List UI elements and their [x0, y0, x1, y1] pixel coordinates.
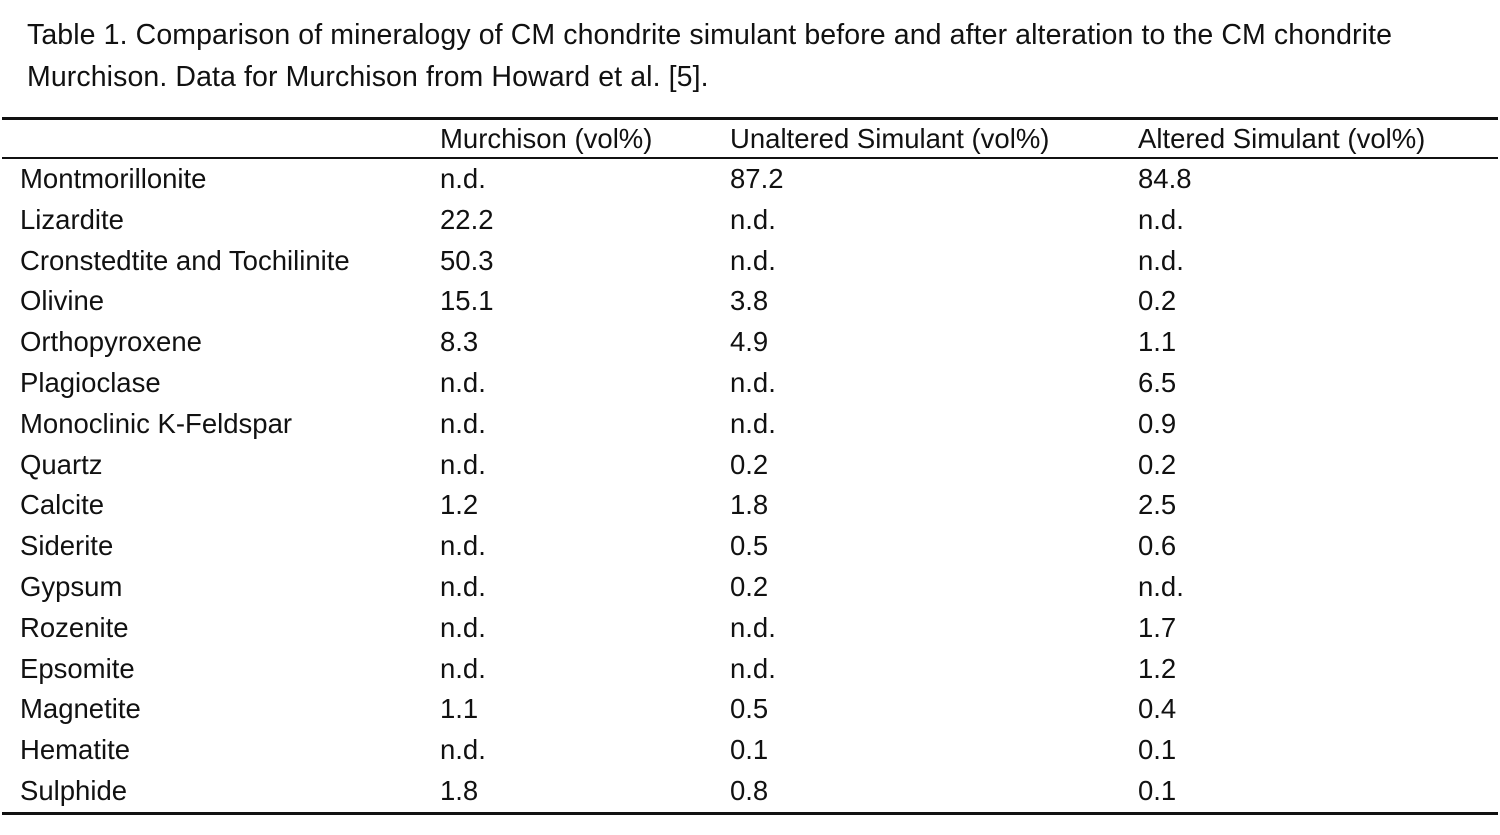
unaltered-value-cell: n.d. — [730, 611, 776, 643]
altered-value-cell: n.d. — [1138, 244, 1184, 276]
altered-value-cell: 2.5 — [1138, 489, 1177, 521]
unaltered-value-cell: 0.2 — [730, 448, 769, 480]
mineral-name-cell: Quartz — [20, 448, 103, 480]
table-row: Plagioclase n.d. n.d. 6.5 — [0, 363, 1500, 404]
murchison-value-cell: n.d. — [440, 366, 486, 398]
table-header-rule — [2, 157, 1498, 159]
murchison-value-cell: 1.1 — [440, 693, 479, 725]
table-row: Olivine 15.1 3.8 0.2 — [0, 281, 1500, 322]
header-cell-unaltered: Unaltered Simulant (vol%) — [730, 123, 1050, 154]
table-caption: Table 1. Comparison of mineralogy of CM … — [27, 19, 1393, 93]
altered-value-cell: 0.9 — [1138, 407, 1177, 439]
unaltered-value-cell: 0.1 — [730, 734, 769, 766]
table-row: Monoclinic K-Feldspar n.d. n.d. 0.9 — [0, 404, 1500, 445]
mineral-name-cell: Montmorillonite — [20, 163, 207, 194]
murchison-value-cell: 22.2 — [440, 203, 494, 235]
murchison-value-cell: n.d. — [440, 652, 486, 684]
murchison-value-cell: n.d. — [440, 530, 486, 562]
murchison-value-cell: 1.8 — [440, 774, 479, 806]
table-row: Epsomite n.d. n.d. 1.2 — [0, 649, 1500, 690]
unaltered-value-cell: 0.2 — [730, 570, 769, 602]
unaltered-value-cell: 4.9 — [730, 326, 769, 358]
table-row: Siderite n.d. 0.5 0.6 — [0, 526, 1500, 567]
unaltered-value-cell: 0.8 — [730, 774, 769, 806]
altered-value-cell: 1.7 — [1138, 611, 1177, 643]
table-header-row: Murchison (vol%) Unaltered Simulant (vol… — [0, 121, 1500, 157]
murchison-value-cell: n.d. — [440, 163, 486, 194]
murchison-value-cell: n.d. — [440, 407, 486, 439]
altered-value-cell: 84.8 — [1138, 163, 1192, 194]
table-row: Cronstedtite and Tochilinite 50.3 n.d. n… — [0, 241, 1500, 282]
table-row: Rozenite n.d. n.d. 1.7 — [0, 608, 1500, 649]
altered-value-cell: 6.5 — [1138, 366, 1177, 398]
murchison-value-cell: n.d. — [440, 611, 486, 643]
header-cell-altered: Altered Simulant (vol%) — [1138, 123, 1426, 154]
murchison-value-cell: n.d. — [440, 734, 486, 766]
altered-value-cell: n.d. — [1138, 203, 1184, 235]
table-body: Montmorillonite n.d. 87.2 84.8 Lizardite… — [0, 159, 1500, 812]
unaltered-value-cell: n.d. — [730, 652, 776, 684]
murchison-value-cell: 1.2 — [440, 489, 479, 521]
mineral-name-cell: Gypsum — [20, 570, 123, 602]
unaltered-value-cell: n.d. — [730, 244, 776, 276]
mineral-name-cell: Lizardite — [20, 203, 124, 235]
mineral-name-cell: Plagioclase — [20, 366, 161, 398]
altered-value-cell: 0.2 — [1138, 285, 1177, 317]
altered-value-cell: 1.2 — [1138, 652, 1177, 684]
mineral-name-cell: Calcite — [20, 489, 105, 521]
mineral-name-cell: Olivine — [20, 285, 105, 317]
table-row: Sulphide 1.8 0.8 0.1 — [0, 771, 1500, 812]
unaltered-value-cell: n.d. — [730, 366, 776, 398]
altered-value-cell: n.d. — [1138, 570, 1184, 602]
mineral-name-cell: Cronstedtite and Tochilinite — [20, 244, 350, 276]
altered-value-cell: 0.1 — [1138, 774, 1177, 806]
mineral-name-cell: Siderite — [20, 530, 114, 562]
table-row: Orthopyroxene 8.3 4.9 1.1 — [0, 322, 1500, 363]
altered-value-cell: 0.6 — [1138, 530, 1177, 562]
mineral-name-cell: Sulphide — [20, 774, 128, 806]
mineral-name-cell: Epsomite — [20, 652, 135, 684]
mineral-name-cell: Hematite — [20, 734, 131, 766]
table-row: Lizardite 22.2 n.d. n.d. — [0, 200, 1500, 241]
unaltered-value-cell: 3.8 — [730, 285, 769, 317]
unaltered-value-cell: 87.2 — [730, 163, 784, 194]
murchison-value-cell: 50.3 — [440, 244, 494, 276]
altered-value-cell: 0.1 — [1138, 734, 1177, 766]
mineral-name-cell: Magnetite — [20, 693, 141, 725]
table-row: Calcite 1.2 1.8 2.5 — [0, 485, 1500, 526]
header-cell-murchison: Murchison (vol%) — [440, 123, 653, 154]
mineral-name-cell: Rozenite — [20, 611, 129, 643]
mineral-name-cell: Orthopyroxene — [20, 326, 202, 358]
unaltered-value-cell: 0.5 — [730, 693, 769, 725]
murchison-value-cell: n.d. — [440, 570, 486, 602]
altered-value-cell: 0.2 — [1138, 448, 1177, 480]
unaltered-value-cell: 1.8 — [730, 489, 769, 521]
mineral-name-cell: Monoclinic K-Feldspar — [20, 407, 293, 439]
table-row: Gypsum n.d. 0.2 n.d. — [0, 567, 1500, 608]
altered-value-cell: 1.1 — [1138, 326, 1177, 358]
altered-value-cell: 0.4 — [1138, 693, 1177, 725]
table-bottom-rule — [2, 812, 1498, 815]
table-row: Quartz n.d. 0.2 0.2 — [0, 445, 1500, 486]
murchison-value-cell: 15.1 — [440, 285, 494, 317]
murchison-value-cell: n.d. — [440, 448, 486, 480]
table-row: Hematite n.d. 0.1 0.1 — [0, 730, 1500, 771]
table-row: Montmorillonite n.d. 87.2 84.8 — [0, 159, 1500, 200]
table-top-rule — [2, 117, 1498, 120]
unaltered-value-cell: n.d. — [730, 407, 776, 439]
unaltered-value-cell: 0.5 — [730, 530, 769, 562]
table-row: Magnetite 1.1 0.5 0.4 — [0, 689, 1500, 730]
unaltered-value-cell: n.d. — [730, 203, 776, 235]
murchison-value-cell: 8.3 — [440, 326, 479, 358]
